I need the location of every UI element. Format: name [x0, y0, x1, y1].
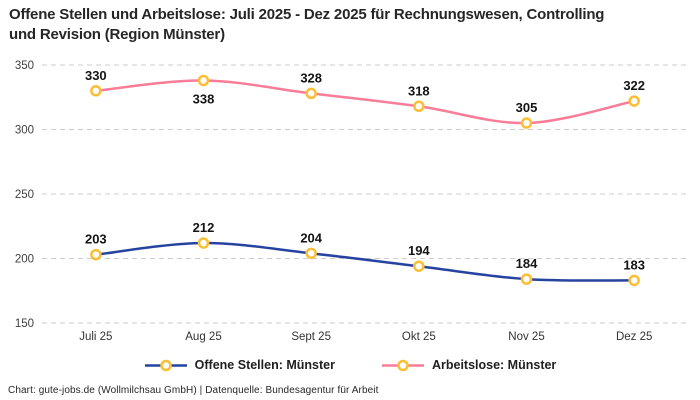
data-point-label: 305 [516, 100, 538, 115]
y-axis-tick-label: 250 [15, 189, 34, 201]
data-point-label: 203 [85, 232, 107, 247]
data-point-marker[interactable] [628, 274, 640, 287]
y-axis-tick-label: 350 [15, 60, 34, 72]
data-point-label: 194 [408, 243, 430, 258]
y-axis-tick-label: 300 [15, 125, 34, 137]
x-axis-tick-label: Dez 25 [616, 331, 652, 343]
data-point-marker[interactable] [413, 100, 425, 113]
data-point-label: 330 [85, 68, 107, 83]
legend-item-offene-stellen[interactable]: Offene Stellen: Münster [144, 358, 335, 372]
data-point-marker[interactable] [305, 247, 317, 260]
y-axis-tick-label: 150 [15, 318, 34, 330]
data-point-marker[interactable] [520, 273, 533, 285]
x-axis-tick-label: Aug 25 [185, 331, 221, 343]
x-axis-tick-label: Nov 25 [508, 331, 544, 343]
legend-line-marker-icon [381, 359, 424, 371]
series-line [95, 241, 635, 282]
x-axis-tick-label: Juli 25 [79, 331, 112, 343]
data-point-label: 212 [193, 220, 215, 235]
data-point-marker[interactable] [305, 87, 317, 100]
data-point-marker[interactable] [197, 237, 210, 249]
data-point-label: 328 [300, 70, 322, 85]
legend-label-offene-stellen: Offene Stellen: Münster [194, 358, 335, 372]
data-point-label: 322 [623, 78, 645, 93]
x-axis-tick-label: Okt 25 [402, 331, 436, 343]
data-point-marker[interactable] [413, 260, 425, 272]
legend-line-marker-icon [144, 359, 187, 371]
data-point-label: 204 [300, 230, 322, 245]
attribution-text: Chart: gute-jobs.de (Wollmilchsau GmbH) … [8, 385, 379, 396]
data-point-marker[interactable] [90, 248, 102, 261]
legend-item-arbeitslose[interactable]: Arbeitslose: Münster [381, 358, 556, 372]
line-chart-canvas[interactable]: 150 200 250 300 350 Juli 25 Aug 25 Sept 25 Okt 2… [0, 0, 700, 348]
data-point-marker[interactable] [520, 117, 533, 129]
data-point-marker[interactable] [197, 74, 210, 87]
data-point-marker[interactable] [90, 85, 102, 97]
series-line [95, 79, 635, 125]
legend-label-arbeitslose: Arbeitslose: Münster [431, 358, 557, 372]
data-point-label: 183 [623, 257, 645, 272]
data-point-label: 318 [408, 83, 430, 98]
legend: Offene Stellen: Münster Arbeitslose: Mün… [0, 353, 700, 377]
data-point-label: 184 [516, 256, 538, 271]
chart-title: Offene Stellen und Arbeitslose: Juli 202… [9, 6, 605, 43]
x-axis-tick-label: Sept 25 [291, 331, 331, 343]
data-point-label: 338 [193, 91, 215, 106]
data-point-marker[interactable] [628, 95, 640, 107]
y-axis-tick-label: 200 [15, 254, 34, 266]
